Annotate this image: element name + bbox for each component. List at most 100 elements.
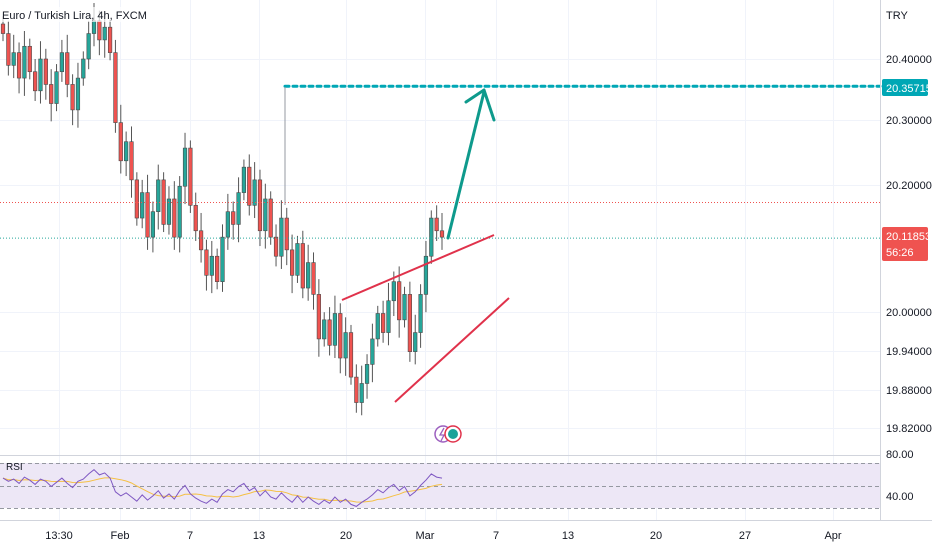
candle-body[interactable] xyxy=(381,313,386,333)
candle-body[interactable] xyxy=(22,45,27,79)
price-axis[interactable]: TRY 20.40000 20.30000 20.20000 20.00000 … xyxy=(880,0,932,520)
candle-body[interactable] xyxy=(65,52,70,85)
rsi-pane[interactable]: RSI xyxy=(0,462,880,509)
drawings-layer[interactable] xyxy=(283,84,882,403)
candle-body[interactable] xyxy=(91,20,97,34)
event-markers[interactable] xyxy=(434,425,462,443)
candle-body[interactable] xyxy=(402,294,407,321)
candle-body[interactable] xyxy=(59,52,64,73)
candle-body[interactable] xyxy=(107,26,113,53)
candle-body[interactable] xyxy=(434,217,439,232)
candle-body[interactable] xyxy=(279,217,284,257)
candle-body[interactable] xyxy=(295,243,300,276)
candle-body[interactable] xyxy=(397,281,402,321)
candle-body[interactable] xyxy=(236,192,241,225)
candle-body[interactable] xyxy=(332,313,338,346)
candle-body[interactable] xyxy=(322,319,327,340)
candle-body[interactable] xyxy=(150,211,156,238)
wedge-upper-trendline[interactable] xyxy=(341,234,495,301)
candle-body[interactable] xyxy=(423,255,429,295)
candle-body[interactable] xyxy=(134,179,139,219)
candle-body[interactable] xyxy=(348,332,354,378)
candle-body[interactable] xyxy=(343,332,348,359)
candle-body[interactable] xyxy=(124,141,129,162)
candle-body[interactable] xyxy=(177,185,182,238)
candle-body[interactable] xyxy=(257,179,263,232)
candle-body[interactable] xyxy=(81,58,86,79)
candle-body[interactable] xyxy=(439,230,445,238)
candle-body[interactable] xyxy=(182,147,188,187)
candle-body[interactable] xyxy=(43,58,48,85)
candle-body[interactable] xyxy=(198,230,204,251)
candle-body[interactable] xyxy=(311,262,316,295)
candle-body[interactable] xyxy=(86,33,91,60)
candle-body[interactable] xyxy=(268,198,273,238)
candle-body[interactable] xyxy=(145,192,150,238)
candle-body[interactable] xyxy=(407,294,412,352)
candle-body[interactable] xyxy=(70,84,75,111)
current-price-tag-text: 20.11853 xyxy=(886,231,931,243)
candle-body[interactable] xyxy=(316,294,321,340)
time-axis[interactable]: 13:30 Feb 7 13 20 Mar 7 13 20 27 Apr xyxy=(0,520,932,551)
candle-body[interactable] xyxy=(429,217,434,257)
candle-body[interactable] xyxy=(75,77,81,111)
time-label-feb-7: 7 xyxy=(187,530,193,542)
candle-body[interactable] xyxy=(413,332,418,352)
time-label-feb-13: 13 xyxy=(253,530,265,542)
candle-body[interactable] xyxy=(386,300,391,333)
symbol-title[interactable]: Euro / Turkish Lira, 4h, FXCM xyxy=(2,10,147,22)
candle-body[interactable] xyxy=(284,217,289,251)
candle-body[interactable] xyxy=(391,281,396,302)
projection-arrow-shaft[interactable] xyxy=(446,90,486,240)
candle-body[interactable] xyxy=(129,141,134,181)
candle-body[interactable] xyxy=(225,211,230,238)
candle-body[interactable] xyxy=(375,313,380,340)
candle-body[interactable] xyxy=(289,249,295,276)
price-pane[interactable] xyxy=(0,0,880,455)
candle-body[interactable] xyxy=(172,198,177,238)
candle-body[interactable] xyxy=(118,122,123,162)
candle-body[interactable] xyxy=(364,364,370,384)
candle-body[interactable] xyxy=(215,255,220,282)
price-tick-2: 20.30000 xyxy=(886,115,932,127)
candle-body[interactable] xyxy=(306,262,311,289)
candle-body[interactable] xyxy=(327,319,332,346)
projection-arrow-head[interactable] xyxy=(464,88,496,122)
candle-body[interactable] xyxy=(273,236,279,257)
candle-body[interactable] xyxy=(418,294,423,333)
candle-body[interactable] xyxy=(11,52,16,66)
candle-body[interactable] xyxy=(359,383,364,403)
candle-body[interactable] xyxy=(33,71,38,92)
candle-body[interactable] xyxy=(193,205,198,232)
candle-body[interactable] xyxy=(140,192,145,219)
candle-body[interactable] xyxy=(338,313,343,359)
candle-body[interactable] xyxy=(263,198,268,232)
candle-body[interactable] xyxy=(0,23,6,34)
candle-body[interactable] xyxy=(27,45,32,73)
candle-body[interactable] xyxy=(247,166,252,206)
wedge-lower-trendline[interactable] xyxy=(394,297,510,403)
candle-body[interactable] xyxy=(6,33,11,66)
candle-body[interactable] xyxy=(252,179,257,206)
candle-body[interactable] xyxy=(16,52,22,79)
candle-body[interactable] xyxy=(166,198,172,225)
candle-body[interactable] xyxy=(97,20,102,41)
candle-body[interactable] xyxy=(220,236,225,282)
candle-body[interactable] xyxy=(370,338,375,365)
candlestick-series[interactable] xyxy=(0,3,445,416)
candle-body[interactable] xyxy=(354,376,359,403)
candle-body[interactable] xyxy=(188,147,193,206)
candle-body[interactable] xyxy=(231,211,236,225)
candle-body[interactable] xyxy=(204,249,209,276)
candle-body[interactable] xyxy=(54,71,59,104)
candle-body[interactable] xyxy=(156,179,161,212)
candle-body[interactable] xyxy=(209,255,214,276)
candle-body[interactable] xyxy=(300,243,305,289)
candle-body[interactable] xyxy=(49,84,54,104)
candle-body[interactable] xyxy=(102,26,107,41)
candle-body[interactable] xyxy=(38,58,43,92)
candle-body[interactable] xyxy=(241,166,247,193)
candle-body[interactable] xyxy=(113,52,118,123)
